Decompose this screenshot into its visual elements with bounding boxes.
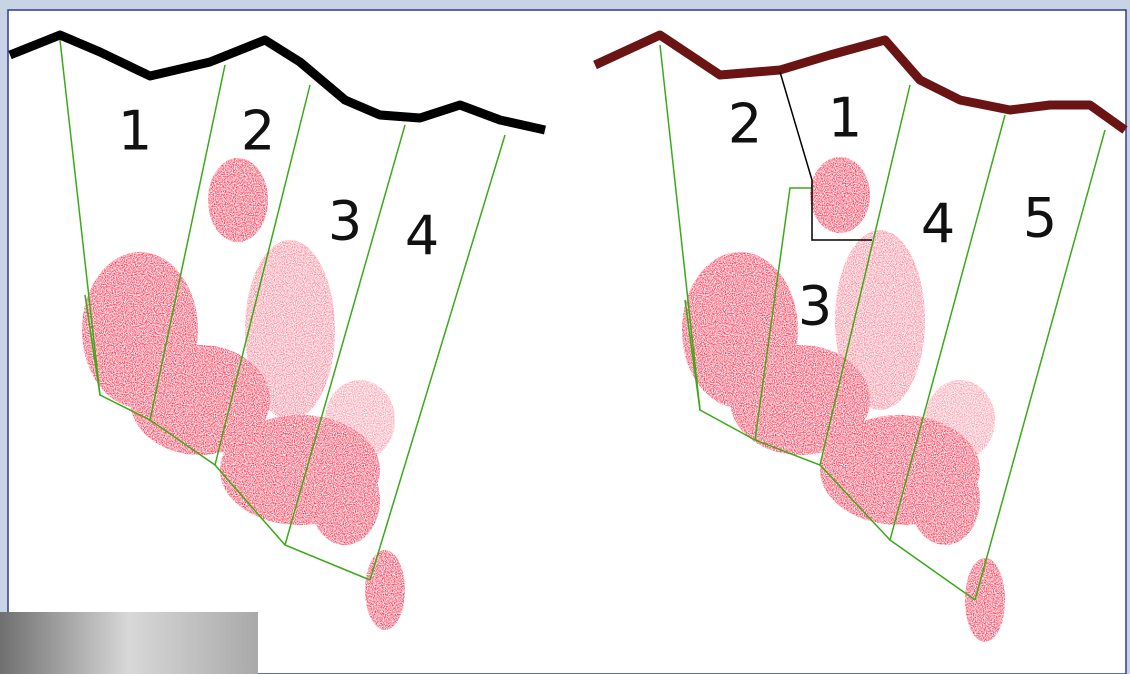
zone-lines [659,44,1106,601]
zone-label: 5 [1023,187,1057,250]
profile-line [593,30,1128,134]
zone-label: 3 [798,275,832,338]
zone-label: 1 [828,87,862,150]
zone-label: 3 [328,190,362,253]
profile-line [8,30,546,135]
zone-lines [59,39,506,581]
zone-boundary [779,71,872,241]
zone-label: 2 [241,100,275,163]
left-panel: 1 2 3 4 [8,30,546,630]
zone-label: 4 [921,193,955,256]
gray-box [0,612,258,674]
zone-label: 4 [405,205,439,268]
left-blobs [82,158,405,630]
right-blobs [682,157,1005,642]
right-panel: 2 1 4 5 3 [593,30,1128,642]
zone-label: 1 [118,100,152,163]
zone-label: 2 [728,93,762,156]
